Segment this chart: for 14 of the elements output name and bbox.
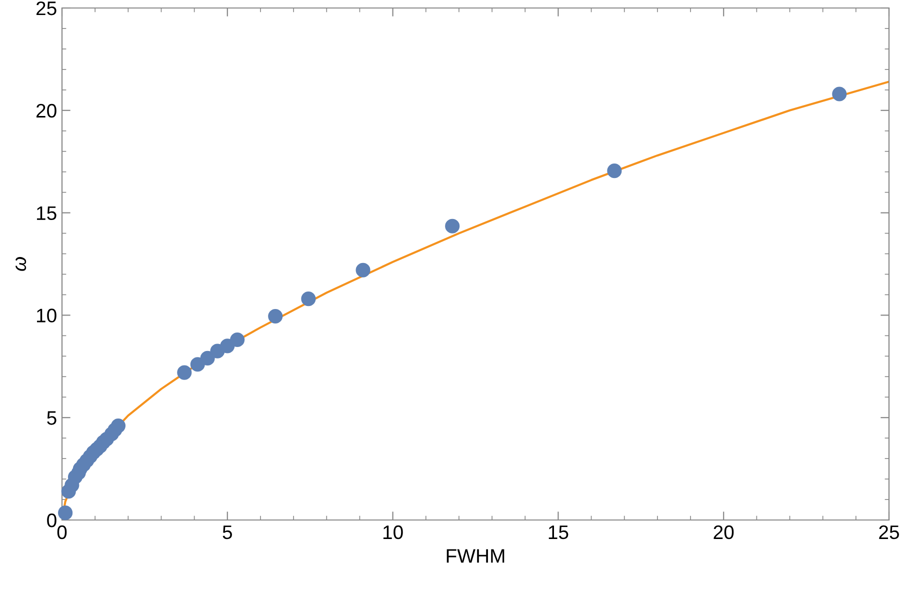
y-tick-label: 10 bbox=[36, 308, 56, 322]
y-tick-label: 15 bbox=[36, 206, 56, 220]
x-tick-label: 25 bbox=[879, 525, 899, 540]
x-tick-label: 20 bbox=[714, 525, 734, 540]
x-axis-title: FWHM bbox=[446, 549, 504, 563]
x-tick-label: 10 bbox=[383, 525, 403, 540]
x-tick-label: 0 bbox=[57, 525, 67, 540]
x-tick-label: 15 bbox=[548, 526, 568, 540]
y-axis-title: ω bbox=[15, 257, 26, 271]
y-tick-label: 25 bbox=[36, 1, 56, 16]
y-tick-label: 5 bbox=[47, 411, 56, 425]
y-tick-label: 0 bbox=[47, 513, 56, 528]
x-tick-label: 5 bbox=[222, 526, 232, 540]
y-tick-label: 20 bbox=[36, 104, 56, 118]
